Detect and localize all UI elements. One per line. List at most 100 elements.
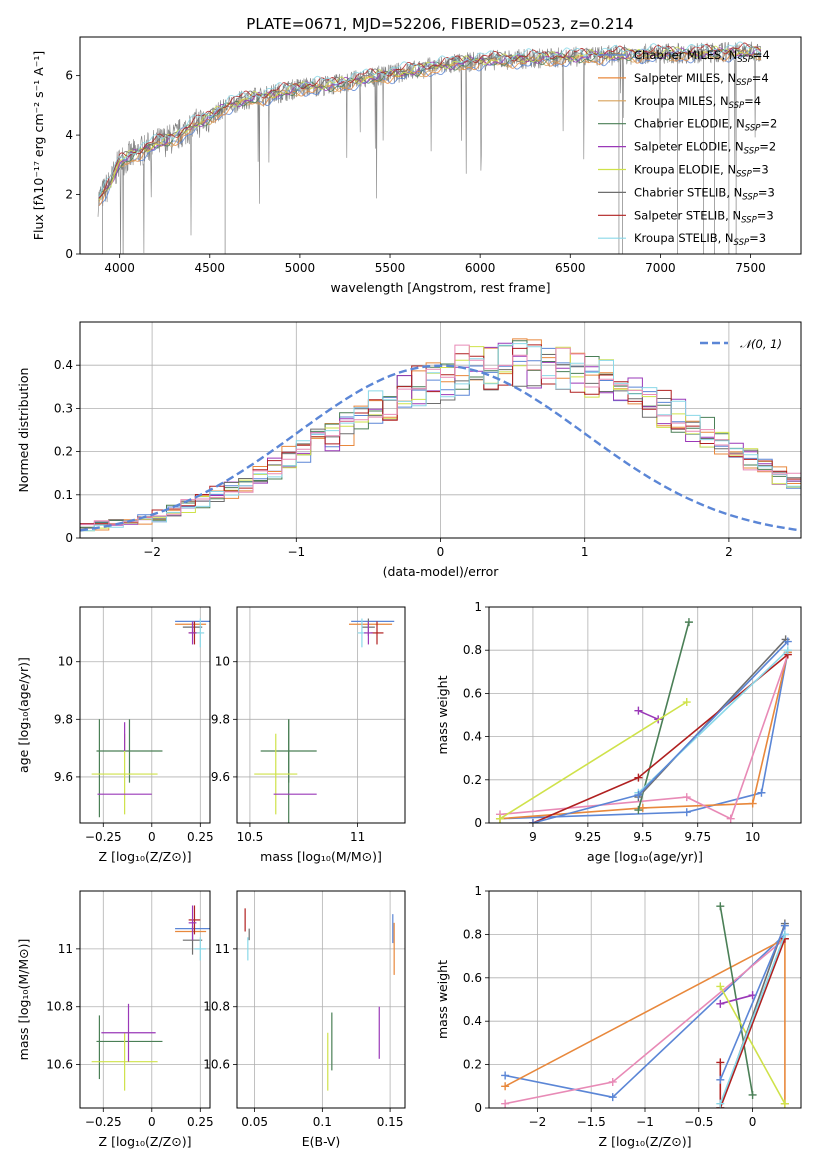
- x-tick-label: 10: [745, 830, 760, 844]
- x-axis-label: wavelength [Angstrom, rest frame]: [330, 280, 550, 295]
- legend-entry: Salpeter ELODIE, NSSP=2: [634, 140, 776, 157]
- y-tick-label: 10: [215, 655, 230, 669]
- weight-marker: [634, 806, 643, 815]
- weight-marker: [783, 637, 792, 646]
- weight-marker: [634, 790, 643, 799]
- y-tick-label: 0: [65, 247, 73, 261]
- legend-entry: Salpeter STELIB, NSSP=3: [634, 208, 774, 225]
- axes-frame: [79, 36, 802, 255]
- x-axis-label: Z [log₁₀(Z/Z⊙)]: [99, 849, 192, 864]
- weight_vs_Z-panel: −2 −1.5 −1 −0.5 0 0 0.2 0.4 0.6 0.8 1 Z [log₁₀(Z/Z⊙…: [435, 884, 802, 1149]
- x-tick-label: 9.5: [633, 830, 652, 844]
- x-axis-label: Z [log₁₀(Z/Z⊙)]: [99, 1134, 192, 1149]
- residuals-panel: −2 −1 0 1 2 0 0.1 0.2 0.3 0.4 (data-model)/error No…: [16, 321, 802, 579]
- x-tick-label: 0.15: [377, 1115, 404, 1129]
- y-tick-label: 0: [474, 1101, 482, 1115]
- x-axis-label: mass [log₁₀(M/M⊙)]: [260, 849, 382, 864]
- weight-line: [719, 925, 786, 1081]
- y-tick-label: 0.8: [463, 643, 482, 657]
- axes-frame: [236, 606, 406, 824]
- x-tick-label: 0: [437, 545, 445, 559]
- weight-marker: [495, 814, 504, 823]
- y-tick-label: 0: [474, 816, 482, 830]
- y-tick-label: 9.8: [211, 712, 230, 726]
- weight-marker: [757, 788, 766, 797]
- y-tick-label: 0.4: [54, 358, 73, 372]
- y-tick-label: 4: [65, 128, 73, 142]
- x-tick-label: −2: [529, 1115, 547, 1129]
- y-tick-label: 6: [65, 69, 73, 83]
- x-tick-label: 11: [350, 830, 365, 844]
- y-tick-label: 0.2: [463, 773, 482, 787]
- y-tick-label: 10: [58, 655, 73, 669]
- axes-frame: [79, 890, 211, 1109]
- x-tick-label: 4500: [195, 261, 226, 275]
- weight_vs_age-plot-area: [495, 618, 792, 823]
- x-axis-label: E(B-V): [302, 1134, 341, 1149]
- x-tick-label: −0.25: [85, 830, 122, 844]
- axes-frame: [236, 890, 406, 1109]
- weight-marker: [682, 698, 691, 707]
- axes-frame: [488, 890, 802, 1109]
- age_vs_Z-panel: −0.25 0 0.25 9.6 9.8 10 Z [log₁₀(Z/Z⊙)] age [lo…: [16, 606, 214, 864]
- legend-entry: Kroupa ELODIE, NSSP=3: [634, 163, 769, 180]
- legend-entry: Kroupa MILES, NSSP=4: [634, 94, 761, 111]
- legend-entry: Chabrier ELODIE, NSSP=2: [634, 117, 777, 134]
- x-tick-label: 0.25: [187, 1115, 214, 1129]
- model-spectrum-line: [98, 41, 762, 197]
- x-tick-label: 6000: [465, 261, 496, 275]
- x-tick-label: 7500: [735, 261, 766, 275]
- weight-marker: [716, 902, 725, 911]
- x-tick-label: −2: [143, 545, 161, 559]
- legend-entry: Salpeter MILES, NSSP=4: [634, 71, 769, 88]
- weight-line: [719, 934, 786, 1104]
- weight-marker: [501, 1099, 510, 1108]
- weight-line: [719, 986, 786, 1105]
- weight-line: [499, 701, 688, 820]
- x-tick-label: 0.1: [313, 1115, 332, 1129]
- x-tick-label: 1: [581, 545, 589, 559]
- y-tick-label: 0: [65, 531, 73, 545]
- weight-marker: [684, 618, 693, 627]
- age_vs_mass-plot-area: [254, 618, 395, 823]
- model-spectrum-line: [98, 42, 762, 199]
- y-tick-label: 10.8: [203, 1000, 230, 1014]
- x-axis-label: (data-model)/error: [383, 564, 500, 579]
- weight-marker: [748, 1090, 757, 1099]
- weight-line: [499, 652, 789, 820]
- y-tick-label: 10.8: [46, 1000, 73, 1014]
- weight-marker: [780, 1099, 789, 1108]
- age_vs_Z-plot-area: [91, 618, 210, 818]
- weight-marker: [716, 1075, 725, 1084]
- x-tick-label: −1: [287, 545, 305, 559]
- weight-marker: [634, 773, 643, 782]
- y-tick-label: 9.6: [54, 770, 73, 784]
- y-tick-label: 9.6: [211, 770, 230, 784]
- x-tick-label: −1.5: [577, 1115, 606, 1129]
- y-axis-label: mass weight: [435, 675, 450, 754]
- x-tick-label: 7000: [645, 261, 676, 275]
- weight-marker: [780, 930, 789, 939]
- spectrum-plot-area: [97, 41, 762, 254]
- spectrum-panel: 4000 4500 5000 5500 6000 6500 7000 7500 0 2 4 6 wave…: [31, 36, 802, 295]
- weight-marker: [716, 1058, 725, 1067]
- x-tick-label: 5000: [285, 261, 316, 275]
- age_vs_mass-panel: 10.5 11 9.6 9.8 10 mass [log₁₀(M/M⊙)]: [211, 606, 406, 864]
- y-tick-label: 0.2: [54, 445, 73, 459]
- y-tick-label: 2: [65, 188, 73, 202]
- legend-entry: Chabrier MILES, NSSP=4: [634, 48, 770, 65]
- y-tick-label: 0.6: [463, 686, 482, 700]
- x-tick-label: 4000: [104, 261, 135, 275]
- y-tick-label: 0.6: [463, 971, 482, 985]
- x-tick-label: 9.25: [575, 830, 602, 844]
- weight_vs_Z-plot-area: [501, 902, 789, 1108]
- weight-line: [638, 709, 659, 721]
- y-axis-label: Normed distribution: [16, 368, 31, 493]
- x-tick-label: 9: [529, 830, 537, 844]
- y-tick-label: 9.8: [54, 712, 73, 726]
- mass_vs_Z-panel: −0.25 0 0.25 10.6 10.8 11 Z [log₁₀(Z/Z⊙)] mass …: [16, 890, 214, 1149]
- weight-line: [720, 994, 753, 1005]
- residuals-plot-area: [80, 338, 801, 532]
- model-spectrum-line: [98, 45, 762, 201]
